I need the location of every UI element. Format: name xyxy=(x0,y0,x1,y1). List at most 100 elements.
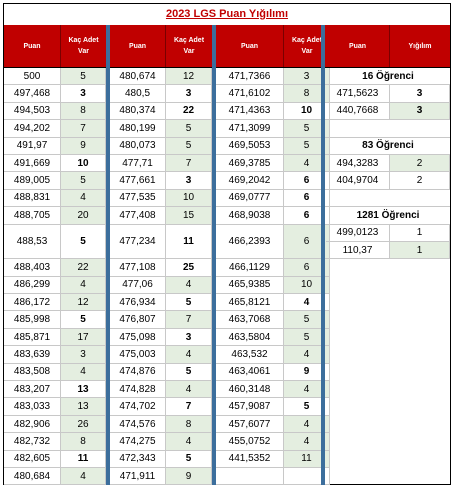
score-cell[interactable]: 477,408 xyxy=(110,207,166,224)
count-cell[interactable]: 3 xyxy=(166,328,212,346)
score-cell[interactable]: 475,003 xyxy=(110,346,166,363)
score-cell[interactable]: 468,9038 xyxy=(216,207,284,224)
yigilim-cell[interactable]: 3 xyxy=(390,102,450,120)
count-cell[interactable] xyxy=(284,468,330,485)
score-cell[interactable]: 480,199 xyxy=(110,120,166,137)
count-cell[interactable]: 4 xyxy=(61,276,106,294)
score-cell[interactable]: 483,508 xyxy=(4,363,61,381)
count-cell[interactable]: 12 xyxy=(61,294,106,311)
score-cell[interactable]: 500 xyxy=(4,68,61,85)
score-cell[interactable]: 491,669 xyxy=(4,154,61,172)
count-cell[interactable]: 4 xyxy=(284,433,330,450)
score-cell[interactable]: 474,828 xyxy=(110,381,166,398)
count-cell[interactable]: 7 xyxy=(61,120,106,137)
score-cell[interactable]: 486,299 xyxy=(4,276,61,294)
score-cell[interactable]: 404,9704 xyxy=(326,172,390,189)
score-cell[interactable]: 465,9385 xyxy=(216,276,284,294)
yigilim-cell[interactable]: 1 xyxy=(390,224,450,241)
score-cell[interactable]: 488,831 xyxy=(4,189,61,207)
count-cell[interactable]: 10 xyxy=(166,189,212,207)
score-cell[interactable]: 474,275 xyxy=(110,433,166,450)
count-cell[interactable]: 4 xyxy=(61,189,106,207)
count-cell[interactable]: 5 xyxy=(166,120,212,137)
count-cell[interactable]: 11 xyxy=(166,224,212,259)
score-cell[interactable]: 482,605 xyxy=(4,450,61,467)
score-cell[interactable]: 474,576 xyxy=(110,415,166,433)
count-cell[interactable]: 8 xyxy=(61,433,106,450)
count-cell[interactable]: 10 xyxy=(61,154,106,172)
count-cell[interactable]: 5 xyxy=(61,224,106,259)
count-cell[interactable]: 5 xyxy=(284,120,330,137)
score-cell[interactable] xyxy=(216,468,284,485)
count-cell[interactable]: 7 xyxy=(166,154,212,172)
score-cell[interactable]: 477,06 xyxy=(110,276,166,294)
count-cell[interactable]: 3 xyxy=(166,85,212,102)
score-cell[interactable]: 499,0123 xyxy=(326,224,390,241)
score-cell[interactable]: 471,4363 xyxy=(216,102,284,120)
score-cell[interactable]: 477,71 xyxy=(110,154,166,172)
score-cell[interactable]: 482,732 xyxy=(4,433,61,450)
count-cell[interactable]: 4 xyxy=(284,346,330,363)
count-cell[interactable]: 4 xyxy=(61,468,106,485)
count-cell[interactable]: 9 xyxy=(166,468,212,485)
score-cell[interactable]: 488,403 xyxy=(4,259,61,276)
score-cell[interactable]: 480,073 xyxy=(110,137,166,154)
score-cell[interactable]: 486,172 xyxy=(4,294,61,311)
count-cell[interactable]: 5 xyxy=(284,311,330,328)
count-cell[interactable]: 20 xyxy=(61,207,106,224)
score-cell[interactable]: 480,374 xyxy=(110,102,166,120)
score-cell[interactable]: 463,4061 xyxy=(216,363,284,381)
count-cell[interactable]: 6 xyxy=(284,207,330,224)
count-cell[interactable]: 22 xyxy=(166,102,212,120)
score-cell[interactable]: 489,005 xyxy=(4,172,61,189)
count-cell[interactable]: 5 xyxy=(61,68,106,85)
score-cell[interactable]: 476,807 xyxy=(110,311,166,328)
count-cell[interactable]: 4 xyxy=(166,346,212,363)
score-cell[interactable]: 494,3283 xyxy=(326,154,390,172)
score-cell[interactable]: 480,684 xyxy=(4,468,61,485)
count-cell[interactable]: 5 xyxy=(166,363,212,381)
score-cell[interactable]: 475,098 xyxy=(110,328,166,346)
count-cell[interactable]: 26 xyxy=(61,415,106,433)
count-cell[interactable]: 10 xyxy=(284,276,330,294)
score-cell[interactable]: 440,7668 xyxy=(326,102,390,120)
count-cell[interactable]: 7 xyxy=(166,311,212,328)
count-cell[interactable]: 4 xyxy=(284,415,330,433)
yigilim-cell[interactable]: 3 xyxy=(390,85,450,102)
count-cell[interactable]: 5 xyxy=(284,398,330,415)
score-cell[interactable]: 460,3148 xyxy=(216,381,284,398)
count-cell[interactable]: 7 xyxy=(166,398,212,415)
count-cell[interactable]: 11 xyxy=(284,450,330,467)
count-cell[interactable]: 3 xyxy=(284,68,330,85)
count-cell[interactable]: 5 xyxy=(166,450,212,467)
score-cell[interactable]: 441,5352 xyxy=(216,450,284,467)
score-cell[interactable]: 466,2393 xyxy=(216,224,284,259)
count-cell[interactable]: 15 xyxy=(166,207,212,224)
count-cell[interactable]: 5 xyxy=(61,311,106,328)
score-cell[interactable]: 463,532 xyxy=(216,346,284,363)
score-cell[interactable]: 480,674 xyxy=(110,68,166,85)
score-cell[interactable]: 457,9087 xyxy=(216,398,284,415)
score-cell[interactable]: 469,2042 xyxy=(216,172,284,189)
count-cell[interactable]: 6 xyxy=(284,259,330,276)
score-cell[interactable]: 477,535 xyxy=(110,189,166,207)
score-cell[interactable]: 471,6102 xyxy=(216,85,284,102)
count-cell[interactable]: 3 xyxy=(166,172,212,189)
score-cell[interactable]: 485,998 xyxy=(4,311,61,328)
score-cell[interactable]: 480,5 xyxy=(110,85,166,102)
score-cell[interactable]: 469,5053 xyxy=(216,137,284,154)
count-cell[interactable]: 4 xyxy=(166,433,212,450)
score-cell[interactable]: 485,871 xyxy=(4,328,61,346)
count-cell[interactable]: 22 xyxy=(61,259,106,276)
score-cell[interactable]: 471,7366 xyxy=(216,68,284,85)
score-cell[interactable]: 455,0752 xyxy=(216,433,284,450)
score-cell[interactable]: 474,702 xyxy=(110,398,166,415)
score-cell[interactable]: 474,876 xyxy=(110,363,166,381)
count-cell[interactable]: 3 xyxy=(61,346,106,363)
count-cell[interactable]: 4 xyxy=(284,154,330,172)
score-cell[interactable]: 469,3785 xyxy=(216,154,284,172)
count-cell[interactable]: 5 xyxy=(166,137,212,154)
score-cell[interactable]: 110,37 xyxy=(326,241,390,259)
count-cell[interactable]: 6 xyxy=(284,189,330,207)
score-cell[interactable]: 488,705 xyxy=(4,207,61,224)
